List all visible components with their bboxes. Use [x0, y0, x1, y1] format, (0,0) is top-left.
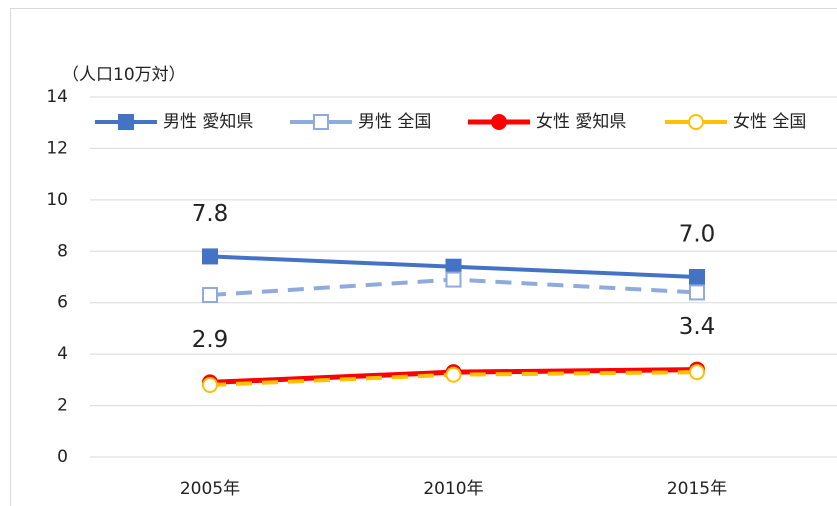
y-tick-label: 12	[46, 138, 68, 158]
y-tick-label: 8	[57, 241, 68, 261]
data-label: 3.4	[679, 314, 716, 340]
y-tick-label: 14	[46, 87, 68, 107]
data-point	[202, 377, 218, 393]
y-tick-label: 2	[57, 396, 68, 416]
data-point	[445, 366, 462, 383]
legend-marker	[313, 114, 329, 130]
y-tick-label: 0	[57, 447, 68, 467]
data-point	[202, 287, 218, 303]
data-point	[445, 271, 462, 288]
legend-marker	[491, 114, 507, 130]
legend-label: 女性 全国	[733, 112, 806, 132]
x-tick-label: 2010年	[423, 479, 483, 499]
y-tick-label: 10	[46, 190, 68, 210]
data-point	[689, 269, 705, 285]
legend-label: 男性 愛知県	[163, 112, 253, 132]
x-tick-label: 2005年	[180, 479, 240, 499]
y-axis-title: （人口10万対）	[62, 65, 186, 85]
data-point	[689, 364, 705, 381]
y-tick-label: 6	[57, 293, 68, 313]
data-point	[202, 248, 218, 265]
legend-label: 男性 全国	[358, 112, 431, 132]
data-label: 2.9	[192, 327, 229, 353]
y-tick-label: 4	[57, 344, 68, 364]
data-point	[689, 284, 705, 301]
x-tick-label: 2015年	[667, 479, 727, 499]
chart-border	[10, 8, 837, 506]
legend-marker	[118, 114, 134, 130]
data-label: 7.8	[192, 201, 229, 227]
data-label: 7.0	[679, 222, 716, 248]
legend-marker	[688, 114, 704, 130]
legend-label: 女性 愛知県	[536, 112, 626, 132]
